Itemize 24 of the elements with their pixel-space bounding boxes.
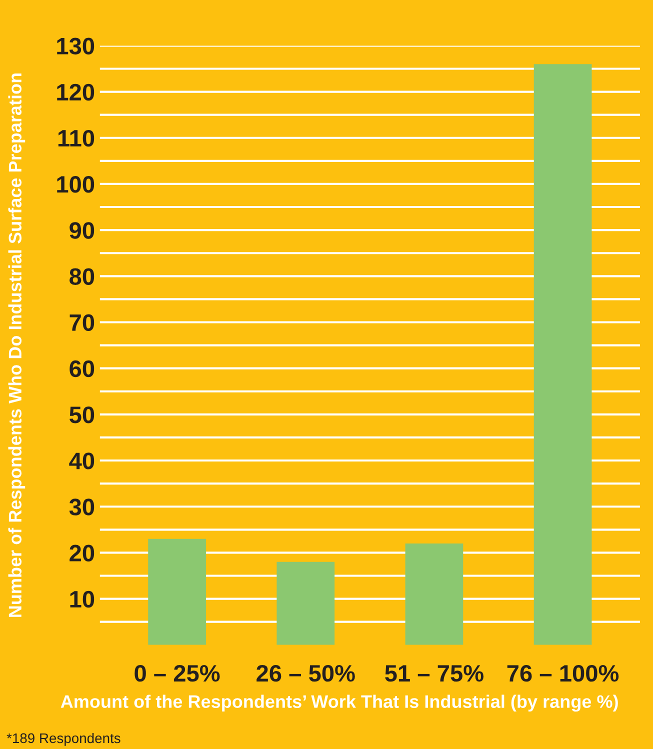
y-tick-label: 20 <box>70 544 94 562</box>
y-tick-label: 90 <box>70 222 94 239</box>
y-tick-label: 70 <box>70 314 94 332</box>
x-axis-title: Amount of the Respondents’ Work That Is Industrial (by range %) <box>60 694 618 712</box>
y-tick-label: 30 <box>69 498 94 516</box>
bar <box>405 543 464 645</box>
x-tick-label: 0 – 25% <box>134 664 220 682</box>
y-tick-label: 80 <box>70 268 94 285</box>
y-tick-label: 50 <box>70 406 94 424</box>
y-tick-label: 120 <box>57 84 94 101</box>
y-tick-label: 10 <box>70 590 94 608</box>
text: *189 Respondents <box>6 732 120 746</box>
bar <box>534 64 592 645</box>
y-tick-label: 60 <box>70 360 94 378</box>
bar <box>276 562 335 645</box>
y-tick-label: 110 <box>58 130 94 147</box>
bar <box>148 538 206 645</box>
y-tick-label: 100 <box>57 176 94 193</box>
x-tick-label: 51 – 75% <box>385 665 484 682</box>
y-tick-label: 40 <box>69 452 94 470</box>
x-tick-label: 76 – 100% <box>507 664 619 682</box>
y-axis-title: Number of Respondents Who Do Industrial Surface Preparation <box>8 74 26 617</box>
x-tick-label: 26 – 50% <box>256 664 355 682</box>
y-tick-label: 130 <box>57 38 94 55</box>
